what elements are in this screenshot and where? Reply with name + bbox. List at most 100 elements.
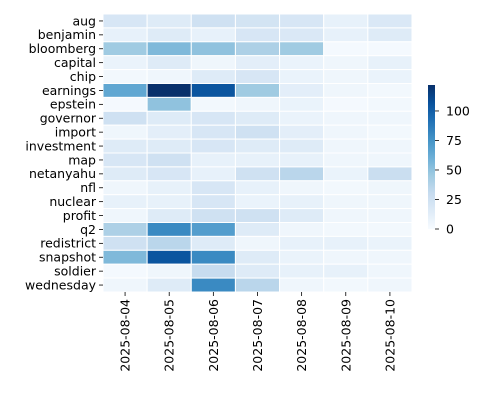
heatmap-cell: [323, 194, 369, 210]
heatmap-cell: [234, 194, 281, 210]
heatmap-cell: [323, 166, 369, 182]
heatmap-cell: [146, 277, 192, 293]
heatmap-cell: [323, 55, 369, 71]
heatmap-cell: [323, 96, 369, 112]
colorbar-tick-label: 25: [446, 192, 462, 207]
heatmap-cell: [234, 222, 281, 237]
heatmap-cell: [323, 249, 369, 265]
heatmap-cell: [279, 110, 325, 126]
heatmap-cells: [102, 13, 413, 293]
heatmap-cell: [279, 27, 325, 43]
colorbar-tick-label: 75: [446, 133, 462, 148]
y-tick-label: earnings: [42, 83, 96, 98]
heatmap-cell: [190, 13, 236, 29]
heatmap-cell: [234, 69, 281, 84]
heatmap-cell: [102, 27, 148, 43]
x-tick-label: 2025-08-07: [250, 299, 265, 372]
x-tick-label: 2025-08-06: [206, 299, 221, 372]
heatmap-cell: [279, 152, 325, 168]
heatmap-cell: [279, 96, 325, 112]
heatmap-cell: [234, 41, 281, 57]
heatmap-cell: [102, 249, 148, 265]
y-tick-labels: augbenjaminbloombergcapitalchipearningse…: [25, 13, 103, 292]
heatmap-cell: [279, 277, 325, 293]
heatmap-cell: [367, 124, 413, 140]
heatmap-cell: [234, 208, 281, 224]
heatmap-cell: [323, 69, 369, 84]
heatmap-cell: [190, 180, 236, 196]
heatmap-cell: [279, 13, 325, 29]
heatmap-cell: [234, 235, 281, 251]
x-tick-labels: 2025-08-04 2025-08-05 2025-08-06 2025-08-07…: [118, 292, 397, 372]
heatmap-cell: [190, 55, 236, 71]
colorbar-tick-label: 100: [446, 103, 470, 118]
heatmap-cell: [190, 235, 236, 251]
heatmap-cell: [279, 41, 325, 57]
heatmap-cell: [234, 249, 281, 265]
heatmap-cell: [190, 152, 236, 168]
heatmap-cell: [146, 249, 192, 265]
heatmap-cell: [102, 180, 148, 196]
y-tick-label: bloomberg: [29, 41, 96, 56]
heatmap-cell: [279, 249, 325, 265]
y-tick-label: benjamin: [38, 27, 96, 42]
heatmap-cell: [102, 194, 148, 210]
heatmap-cell: [102, 96, 148, 112]
heatmap-cell: [102, 277, 148, 293]
heatmap-cell: [146, 235, 192, 251]
heatmap-cell: [367, 249, 413, 265]
heatmap-cell: [146, 152, 192, 168]
heatmap-cell: [102, 13, 148, 29]
heatmap-cell: [323, 235, 369, 251]
colorbar-tick-label: 50: [446, 162, 462, 177]
heatmap-cell: [279, 83, 325, 98]
heatmap-cell: [190, 208, 236, 224]
heatmap-cell: [234, 55, 281, 71]
heatmap-cell: [102, 41, 148, 57]
x-tick-label: 2025-08-04: [118, 299, 133, 372]
heatmap-cell: [279, 69, 325, 84]
heatmap-cell: [279, 138, 325, 154]
heatmap-cell: [190, 222, 236, 237]
heatmap-cell: [279, 194, 325, 210]
heatmap-cell: [323, 138, 369, 154]
heatmap-cell: [146, 41, 192, 57]
heatmap-cell: [367, 13, 413, 29]
y-tick-label: nfl: [80, 180, 96, 195]
heatmap-cell: [323, 277, 369, 293]
heatmap-cell: [146, 263, 192, 279]
heatmap-cell: [146, 96, 192, 112]
heatmap-cell: [234, 83, 281, 98]
heatmap-cell: [102, 222, 148, 237]
heatmap-cell: [367, 41, 413, 57]
heatmap-cell: [234, 27, 281, 43]
y-tick-label: governor: [40, 111, 97, 126]
heatmap-cell: [146, 166, 192, 182]
heatmap-cell: [367, 55, 413, 71]
heatmap-cell: [146, 180, 192, 196]
heatmap-cell: [279, 55, 325, 71]
heatmap-cell: [279, 124, 325, 140]
heatmap-cell: [234, 124, 281, 140]
heatmap-cell: [234, 110, 281, 126]
heatmap-cell: [190, 69, 236, 84]
y-tick-label: nuclear: [49, 194, 97, 209]
heatmap-cell: [367, 83, 413, 98]
heatmap-cell: [367, 277, 413, 293]
heatmap-cell: [279, 235, 325, 251]
heatmap-cell: [323, 83, 369, 98]
heatmap-cell: [190, 41, 236, 57]
y-tick-label: capital: [54, 55, 96, 70]
heatmap-cell: [102, 166, 148, 182]
heatmap-cell: [146, 138, 192, 154]
heatmap-cell: [102, 110, 148, 126]
heatmap-cell: [102, 69, 148, 84]
heatmap-cell: [323, 263, 369, 279]
heatmap-cell: [323, 110, 369, 126]
heatmap-cell: [102, 83, 148, 98]
heatmap-cell: [323, 27, 369, 43]
heatmap-cell: [367, 208, 413, 224]
colorbar: 0 25 50 75 100: [428, 85, 470, 236]
heatmap-cell: [146, 55, 192, 71]
heatmap-cell: [146, 194, 192, 210]
